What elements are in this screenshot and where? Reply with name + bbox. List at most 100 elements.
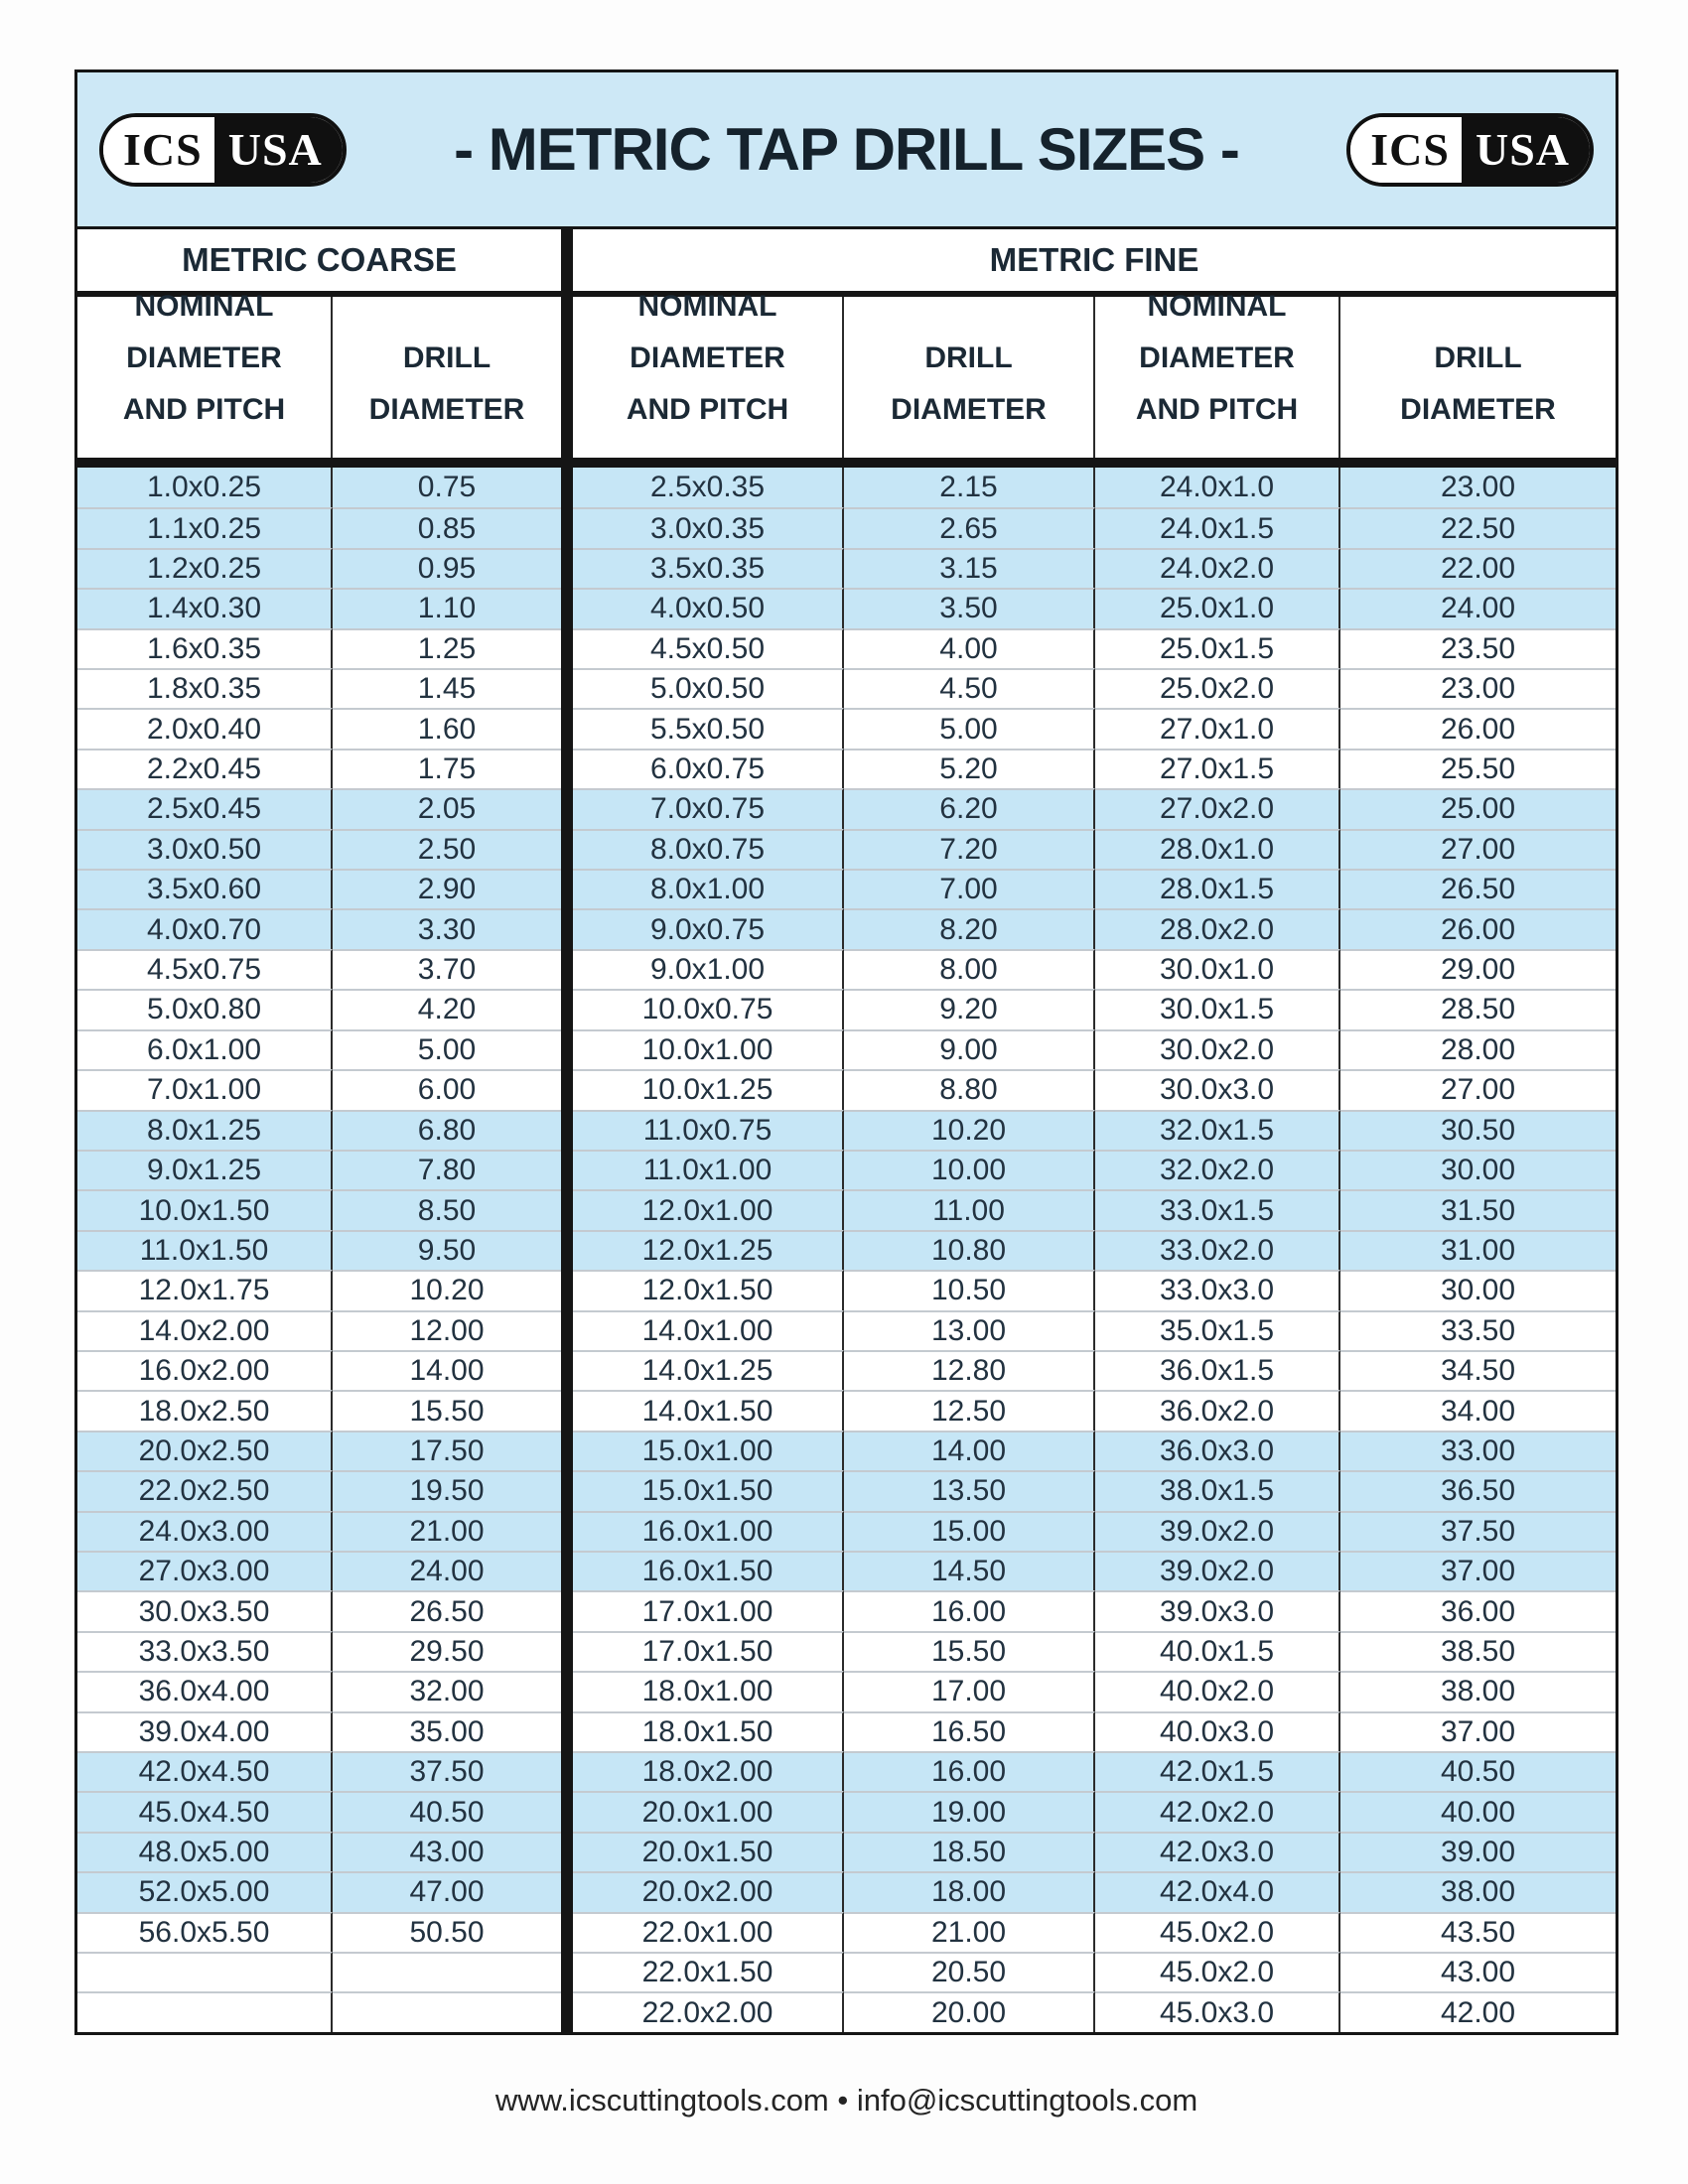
fine2-drill-cell: 37.00 xyxy=(1340,1550,1616,1591)
table-row: 39.0x4.00 35.00 18.0x1.50 16.50 40.0x3.0 37.0… xyxy=(77,1710,1616,1751)
fine-drill-cell: 6.20 xyxy=(844,788,1095,829)
table-row: 20.0x2.50 17.50 15.0x1.00 14.00 36.0x3.0 33.0… xyxy=(77,1430,1616,1471)
table-row: 11.0x1.50 9.50 12.0x1.25 10.80 33.0x2.0 31.00 xyxy=(77,1229,1616,1271)
fine2-drill-cell: 40.00 xyxy=(1340,1791,1616,1832)
fine2-nominal-cell: 36.0x3.0 xyxy=(1095,1430,1340,1471)
fine-nominal-cell: 9.0x0.75 xyxy=(573,908,844,949)
fine2-drill-cell: 33.50 xyxy=(1340,1309,1616,1350)
fine-nominal-cell: 5.5x0.50 xyxy=(573,708,844,749)
fine2-nominal-cell: 28.0x1.0 xyxy=(1095,828,1340,870)
fine2-drill-cell: 38.50 xyxy=(1340,1630,1616,1672)
coarse-drill-cell: 1.25 xyxy=(333,627,561,669)
fine2-nominal-cell: 40.0x2.0 xyxy=(1095,1671,1340,1711)
section-divider xyxy=(561,1751,573,1792)
fine2-drill-cell: 25.00 xyxy=(1340,788,1616,829)
coarse-drill-cell: 9.50 xyxy=(333,1229,561,1271)
fine2-nominal-cell: 24.0x1.0 xyxy=(1095,468,1340,508)
table-row: 27.0x3.00 24.00 16.0x1.50 14.50 39.0x2.0 37.0… xyxy=(77,1550,1616,1591)
coarse-nominal-cell: 7.0x1.00 xyxy=(77,1069,333,1110)
table-row: 1.1x0.25 0.85 3.0x0.35 2.65 24.0x1.5 22.50 xyxy=(77,507,1616,548)
section-divider xyxy=(561,869,573,909)
fine2-nominal-cell: 42.0x2.0 xyxy=(1095,1791,1340,1832)
section-divider xyxy=(561,507,573,548)
fine-drill-cell: 17.00 xyxy=(844,1671,1095,1711)
fine2-drill-cell: 26.00 xyxy=(1340,708,1616,749)
column-header-fine-nominal-2: NOMINAL DIAMETER AND PITCH xyxy=(1095,290,1340,458)
table-row: 4.5x0.75 3.70 9.0x1.00 8.00 30.0x1.0 29.00 xyxy=(77,948,1616,990)
fine-nominal-cell: 15.0x1.50 xyxy=(573,1470,844,1511)
fine-drill-cell: 18.00 xyxy=(844,1871,1095,1912)
column-header-row: NOMINAL DIAMETER AND PITCH DRILL DIAMETE… xyxy=(77,290,1616,468)
fine-nominal-cell: 16.0x1.00 xyxy=(573,1510,844,1551)
column-header-coarse-drill: DRILL DIAMETER xyxy=(333,297,561,458)
fine2-drill-cell: 43.00 xyxy=(1340,1952,1616,1992)
table-row: 8.0x1.25 6.80 11.0x0.75 10.20 32.0x1.5 30.50 xyxy=(77,1109,1616,1150)
fine-drill-cell: 16.50 xyxy=(844,1710,1095,1751)
logo-usa-text: USA xyxy=(1461,116,1590,183)
column-header-label: NOMINAL DIAMETER AND PITCH xyxy=(122,290,286,426)
coarse-nominal-cell: 42.0x4.50 xyxy=(77,1751,333,1792)
fine-nominal-cell: 10.0x0.75 xyxy=(573,989,844,1029)
fine2-drill-cell: 30.50 xyxy=(1340,1109,1616,1150)
fine2-drill-cell: 43.50 xyxy=(1340,1911,1616,1953)
fine-nominal-cell: 10.0x1.00 xyxy=(573,1028,844,1070)
coarse-nominal-cell: 27.0x3.00 xyxy=(77,1550,333,1591)
coarse-drill-cell xyxy=(333,1952,561,1992)
table-row: 1.2x0.25 0.95 3.5x0.35 3.15 24.0x2.0 22.00 xyxy=(77,547,1616,589)
fine-drill-cell: 10.80 xyxy=(844,1229,1095,1271)
fine-nominal-cell: 11.0x0.75 xyxy=(573,1109,844,1150)
fine2-nominal-cell: 42.0x4.0 xyxy=(1095,1871,1340,1912)
coarse-drill-cell: 1.75 xyxy=(333,748,561,789)
fine2-drill-cell: 34.00 xyxy=(1340,1390,1616,1431)
coarse-nominal-cell: 10.0x1.50 xyxy=(77,1189,333,1230)
fine-drill-cell: 20.50 xyxy=(844,1952,1095,1992)
fine2-nominal-cell: 45.0x2.0 xyxy=(1095,1952,1340,1992)
coarse-drill-cell: 10.20 xyxy=(333,1270,561,1310)
coarse-nominal-cell: 30.0x3.50 xyxy=(77,1590,333,1631)
fine2-nominal-cell: 39.0x2.0 xyxy=(1095,1550,1340,1591)
tap-drill-chart: ICS USA - METRIC TAP DRILL SIZES - ICS U… xyxy=(74,69,1618,2035)
coarse-drill-cell: 37.50 xyxy=(333,1751,561,1792)
fine-nominal-cell: 9.0x1.00 xyxy=(573,948,844,990)
fine-nominal-cell: 14.0x1.00 xyxy=(573,1309,844,1350)
coarse-drill-cell: 1.60 xyxy=(333,708,561,749)
fine-drill-cell: 9.00 xyxy=(844,1028,1095,1070)
fine2-nominal-cell: 30.0x1.0 xyxy=(1095,948,1340,990)
coarse-drill-cell: 21.00 xyxy=(333,1510,561,1551)
coarse-drill-cell: 35.00 xyxy=(333,1710,561,1751)
fine2-drill-cell: 23.00 xyxy=(1340,468,1616,508)
column-header-fine-drill-2: DRILL DIAMETER xyxy=(1340,297,1616,458)
coarse-nominal-cell: 16.0x2.00 xyxy=(77,1349,333,1391)
coarse-drill-cell: 0.75 xyxy=(333,468,561,508)
fine-drill-cell: 3.15 xyxy=(844,547,1095,589)
fine-drill-cell: 3.50 xyxy=(844,588,1095,628)
fine2-nominal-cell: 40.0x3.0 xyxy=(1095,1710,1340,1751)
fine2-nominal-cell: 38.0x1.5 xyxy=(1095,1470,1340,1511)
coarse-drill-cell: 3.30 xyxy=(333,908,561,949)
fine2-nominal-cell: 45.0x3.0 xyxy=(1095,1991,1340,2032)
section-divider xyxy=(561,297,573,458)
fine2-nominal-cell: 30.0x1.5 xyxy=(1095,989,1340,1029)
fine2-nominal-cell: 39.0x2.0 xyxy=(1095,1510,1340,1551)
fine-nominal-cell: 8.0x0.75 xyxy=(573,828,844,870)
section-divider xyxy=(561,1630,573,1672)
coarse-nominal-cell: 22.0x2.50 xyxy=(77,1470,333,1511)
fine2-nominal-cell: 27.0x1.0 xyxy=(1095,708,1340,749)
fine-drill-cell: 19.00 xyxy=(844,1791,1095,1832)
coarse-drill-cell: 32.00 xyxy=(333,1671,561,1711)
section-divider xyxy=(561,788,573,829)
section-divider xyxy=(561,1831,573,1872)
coarse-drill-cell: 19.50 xyxy=(333,1470,561,1511)
fine-drill-cell: 20.00 xyxy=(844,1991,1095,2032)
section-divider xyxy=(561,1911,573,1953)
coarse-drill-cell: 1.45 xyxy=(333,668,561,709)
fine2-nominal-cell: 42.0x1.5 xyxy=(1095,1751,1340,1792)
fine2-nominal-cell: 32.0x1.5 xyxy=(1095,1109,1340,1150)
section-divider xyxy=(561,1189,573,1230)
fine-nominal-cell: 12.0x1.25 xyxy=(573,1229,844,1271)
table-row: 12.0x1.75 10.20 12.0x1.50 10.50 33.0x3.0 30.0… xyxy=(77,1270,1616,1310)
fine2-nominal-cell: 25.0x2.0 xyxy=(1095,668,1340,709)
fine2-drill-cell: 25.50 xyxy=(1340,748,1616,789)
fine2-nominal-cell: 45.0x2.0 xyxy=(1095,1911,1340,1953)
